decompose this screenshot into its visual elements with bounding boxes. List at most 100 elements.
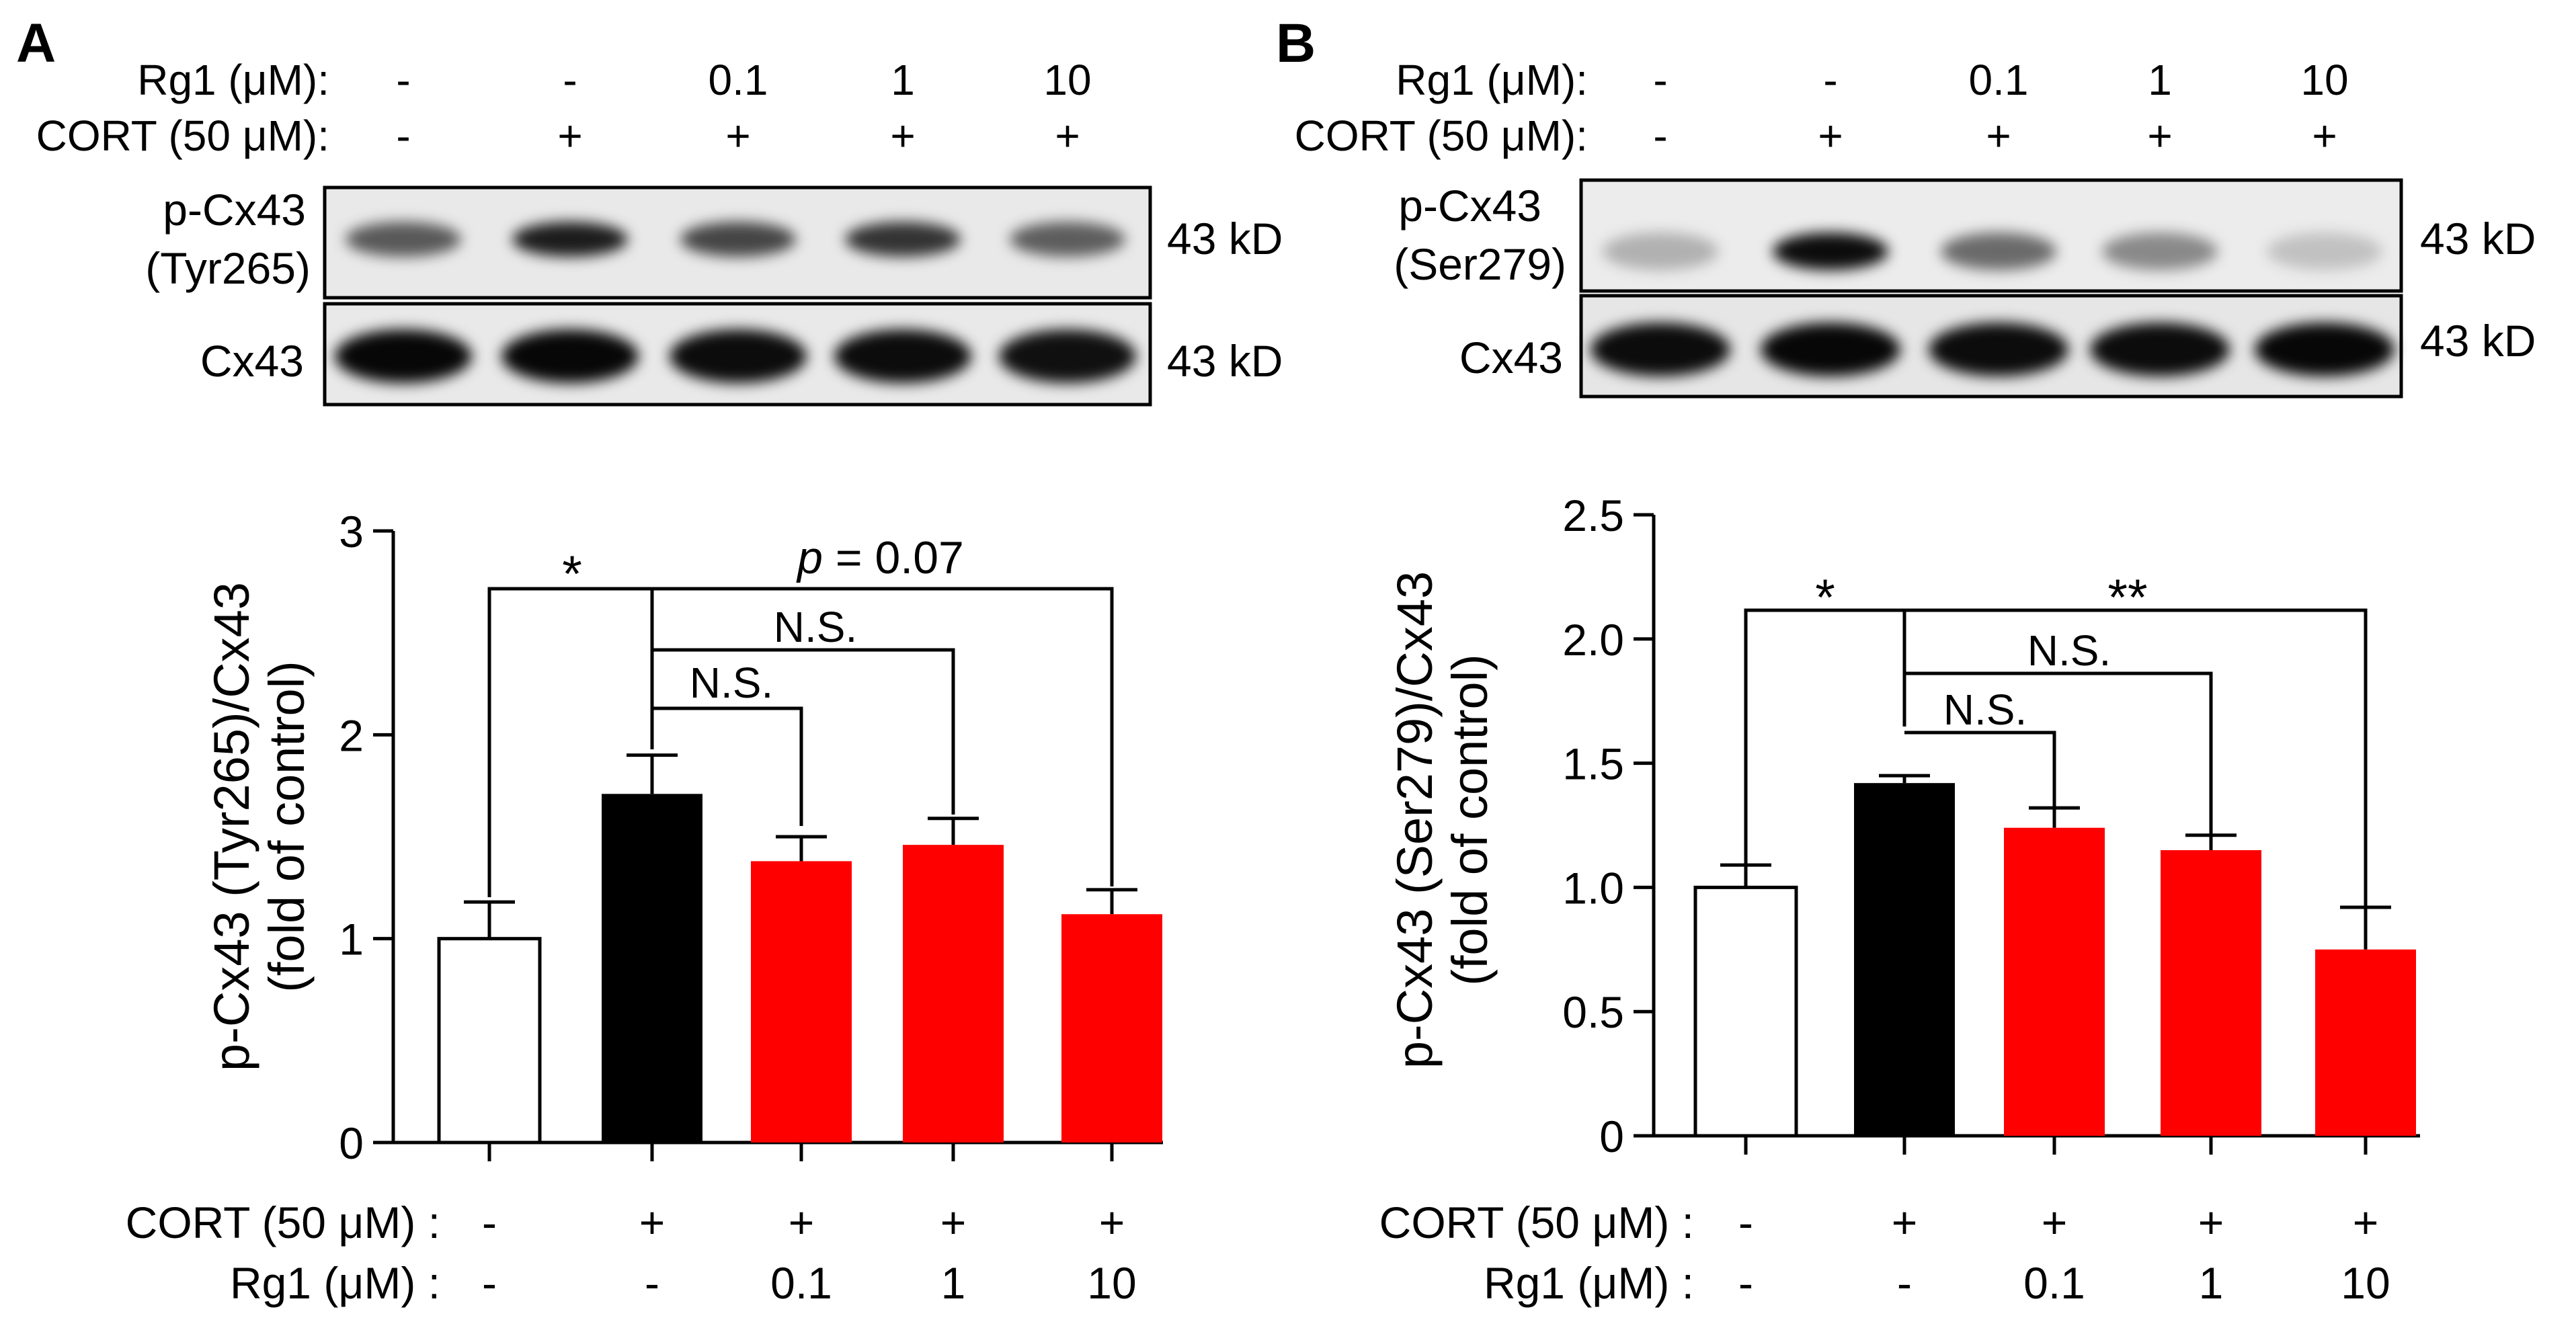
chart-a-cort-4: + [940,1198,967,1247]
chart-b-ylabel: p-Cx43 (Ser279)/Cx43 (fold of control) [1387,571,1498,1069]
chart-a-bracket-cort-vs-rg1-0.1 [652,706,803,826]
chart-a-rg1-label: Rg1 (μM) : [230,1258,440,1308]
chart-b-significance [1744,608,2368,907]
y-tick-label: 0 [339,1118,364,1168]
chart-a-ylabel-line-1: p-Cx43 (Tyr265)/Cx43 [204,582,259,1071]
bar-1 [1693,885,1798,1138]
chart-b-cort-3: + [2042,1198,2068,1247]
panel-a-letter: A [16,13,56,74]
chart-b-bracket-cort-vs-rg1-10 [1902,608,2368,907]
blot-a-rg1-lane-5: 10 [1043,56,1091,104]
blot-a-band-1-label-line-2: (Tyr265) [145,243,311,293]
blot-a-rg1-label: Rg1 (μM): [137,56,329,104]
blot-a-band-1-size: 43 kD [1167,214,1283,263]
blot-b-cort-label: CORT (50 μM): [1295,112,1588,160]
blot-band-lane-1 [1603,233,1718,270]
panel-b-letter: B [1276,13,1316,74]
blot-band-lane-5 [1010,222,1125,257]
chart-a-sig-star: * [562,546,582,603]
blot-band-lane-3 [1941,233,2056,270]
chart-b-rg1-5: 10 [2341,1258,2390,1308]
chart-a-ylabel-line-2: (fold of control) [259,661,315,993]
blot-a-band-1-label-line-1: p-Cx43 [163,185,306,235]
chart-a-cort-2: + [639,1198,666,1247]
chart-b-rg1-2: - [1897,1258,1912,1308]
blot-band-lane-1 [1591,323,1730,376]
y-tick-label: 0 [1599,1112,1624,1161]
y-tick-label: 2.5 [1562,491,1624,540]
blot-band-lane-3 [680,222,796,257]
blot-a-cort-lane-5: + [1055,112,1080,160]
blot-band-lane-4 [2090,323,2230,376]
bar-4 [903,845,1004,1143]
y-tick-label: 3 [339,507,364,556]
chart-b-cort-5: + [2353,1198,2379,1247]
chart-b-cort-1: - [1738,1198,1753,1247]
blot-a-cort-label: CORT (50 μM): [36,112,329,160]
chart-a-significance [487,587,1114,897]
blot-b-band-2-lanes [1591,323,2394,376]
blot-a-cort-lane-1: - [396,112,410,160]
blot-a-band-2-label: Cx43 [200,336,304,386]
blot-a-rg1-lane-2: - [563,56,577,104]
chart-a-rg1-3: 0.1 [770,1258,832,1308]
blot-band-lane-2 [512,222,628,257]
blot-b-band-1-size: 43 kD [2420,214,2536,263]
chart-b-sig-double-star: ** [2107,569,2147,626]
chart-b-rg1-3: 0.1 [2023,1258,2085,1308]
chart-b-cort-label: CORT (50 μM) : [1379,1198,1694,1247]
blot-band-lane-1 [335,329,472,383]
bar-3 [2004,827,2105,1136]
chart-a-rg1-2: - [645,1258,659,1308]
blot-band-lane-2 [501,329,639,383]
chart-a-sig-ns-2: N.S. [690,659,773,707]
blot-b-band-1-label-line-1: p-Cx43 [1398,181,1541,231]
blot-a-cort-lane-4: + [890,112,915,160]
chart-b: 0 0.5 1.0 1.5 2.0 2.5 [1562,491,2420,1161]
blot-b-band-2-label: Cx43 [1459,333,1563,382]
bar-1 [437,937,542,1145]
blot-band-lane-3 [670,329,807,383]
chart-b-rg1-label: Rg1 (μM) : [1484,1258,1694,1308]
chart-a-sig-ns-1: N.S. [774,603,857,651]
blot-b-rg1-lane-5: 10 [2300,56,2348,104]
chart-b-rg1-1: - [1738,1258,1753,1308]
blot-band-lane-5 [2255,323,2394,376]
chart-b-cort-4: + [2198,1198,2224,1247]
chart-a-ylabel: p-Cx43 (Tyr265)/Cx43 (fold of control) [204,582,315,1071]
blot-a-rg1-lane-4: 1 [891,56,915,104]
bar-2 [1854,783,1955,1136]
bar-5 [1061,914,1162,1143]
blot-a-cort-lane-3: + [725,112,750,160]
chart-a: 0 1 2 3 [339,507,1163,1168]
y-tick-label: 2.0 [1562,615,1624,665]
blot-a-rg1-lane-3: 0.1 [709,56,768,104]
blot-b-cort-lane-3: + [1986,112,2011,160]
chart-b-cort-2: + [1892,1198,1918,1247]
blot-band-lane-2 [1773,233,1888,270]
blot-band-lane-5 [2267,233,2382,270]
chart-a-cort-5: + [1099,1198,1125,1247]
chart-a-sig-p-suffix: = 0.07 [823,532,964,583]
blot-b-cort-lane-5: + [2312,112,2337,160]
blot-b-rg1-lane-1: - [1653,56,1667,104]
blot-b-band-1-label-line-2: (Ser279) [1394,239,1566,289]
blot-b-band-2-size: 43 kD [2420,316,2536,366]
blot-b-rg1-lane-3: 0.1 [1969,56,2029,104]
chart-b-sig-star: * [1815,569,1835,626]
panel-a: A Rg1 (μM): - - 0.1 1 10 CORT (50 μM): -… [16,13,1283,1308]
chart-a-cort-label: CORT (50 μM) : [126,1198,440,1247]
chart-a-rg1-1: - [482,1258,497,1308]
chart-a-sig-p: p [796,532,823,583]
chart-a-bracket-cort-vs-rg1-1 [652,648,955,815]
blot-b-rg1-lane-4: 1 [2148,56,2172,104]
chart-a-rg1-5: 10 [1087,1258,1136,1308]
blot-band-lane-1 [346,222,461,257]
panel-b: B Rg1 (μM): - - 0.1 1 10 CORT (50 μM): -… [1276,13,2536,1308]
chart-a-cort-3: + [789,1198,815,1247]
blot-band-lane-5 [999,329,1136,383]
y-tick-label: 0.5 [1562,987,1624,1037]
blot-band-lane-4 [845,222,961,257]
chart-a-cort-1: - [482,1198,497,1247]
